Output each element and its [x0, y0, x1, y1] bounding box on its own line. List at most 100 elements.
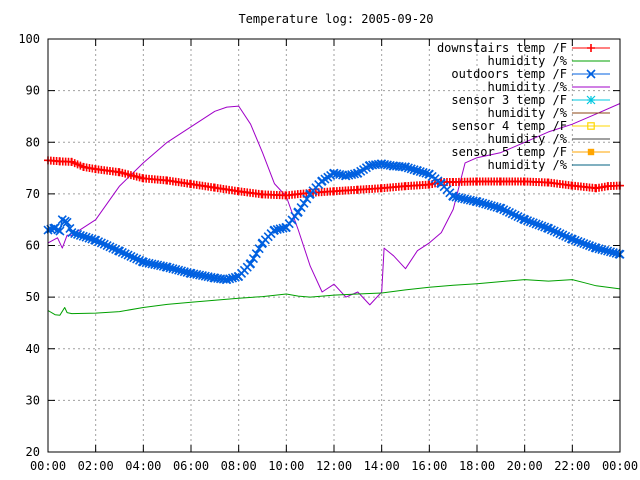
series-point: [99, 239, 109, 249]
series-point: [296, 203, 306, 213]
chart-title: Temperature log: 2005-09-20: [238, 12, 433, 26]
series-point: [108, 243, 118, 253]
x-tick-label: 00:00: [602, 459, 638, 473]
series-point: [522, 216, 533, 226]
series-point: [72, 229, 83, 240]
series-point: [132, 254, 142, 264]
legend-label: downstairs temp /F: [437, 41, 567, 55]
series-point: [293, 207, 303, 217]
series-point: [561, 231, 571, 241]
x-tick-label: 22:00: [554, 459, 590, 473]
series-point: [96, 238, 106, 248]
series-point: [55, 226, 65, 236]
series-point: [126, 251, 136, 261]
series-point: [114, 246, 125, 256]
legend-label: humidity /%: [488, 132, 568, 146]
series-point: [93, 237, 104, 247]
legend-label: humidity /%: [488, 106, 568, 120]
legend-marker: [586, 69, 596, 79]
y-tick-label: 80: [26, 135, 40, 149]
series-point: [248, 254, 259, 264]
y-tick-label: 20: [26, 445, 40, 459]
y-tick-label: 100: [18, 32, 40, 46]
series-point: [486, 201, 496, 211]
series-point: [278, 223, 288, 233]
series-point: [576, 237, 586, 248]
series-point: [489, 201, 499, 212]
series-point: [537, 221, 547, 231]
series-point: [573, 236, 583, 246]
series-point: [528, 218, 538, 228]
series-point: [81, 232, 91, 242]
series-point: [349, 169, 360, 179]
x-tick-label: 16:00: [411, 459, 447, 473]
legend-label: humidity /%: [488, 80, 568, 94]
series-point: [552, 227, 562, 237]
series-point: [415, 166, 425, 177]
series-point: [406, 164, 416, 174]
axes: 20 30 40 50 60 70 80 90 100 00:00 02:00 04:00 06:00 0…: [18, 32, 638, 473]
series-point: [570, 235, 580, 245]
series-point: [62, 217, 72, 227]
x-tick-label: 12:00: [316, 459, 352, 473]
legend-label: outdoors temp /F: [451, 67, 567, 81]
series-point: [579, 238, 589, 249]
series-point: [78, 231, 88, 241]
y-tick-label: 70: [26, 187, 40, 201]
series-point: [117, 247, 127, 258]
series-point: [91, 235, 101, 245]
series-point: [403, 163, 413, 173]
x-tick-label: 02:00: [78, 459, 114, 473]
series-point: [400, 162, 411, 172]
series-point: [254, 244, 264, 254]
legend-label: humidity /%: [488, 158, 568, 172]
y-tick-label: 30: [26, 393, 40, 407]
series-3: [43, 159, 625, 285]
series-point: [472, 197, 482, 207]
series-point: [584, 241, 595, 251]
series-point: [75, 230, 85, 240]
series-point: [84, 233, 94, 243]
series-point: [102, 240, 112, 251]
series-point: [123, 250, 133, 260]
y-tick-label: 50: [26, 290, 40, 304]
series-point: [105, 242, 115, 252]
y-tick-label: 40: [26, 342, 40, 356]
legend-marker: [587, 44, 595, 52]
series-2: [47, 279, 621, 316]
legend-marker: [586, 95, 596, 105]
series-point: [302, 194, 312, 204]
series-point: [483, 200, 494, 210]
y-tick-label: 60: [26, 239, 40, 253]
series-point: [412, 166, 422, 176]
series-point: [67, 228, 77, 238]
series-point: [543, 223, 554, 234]
series-point: [120, 249, 130, 259]
series-point: [525, 217, 535, 227]
series-point: [418, 167, 428, 177]
series-point: [481, 199, 491, 209]
series-point: [582, 240, 592, 250]
series-point: [299, 198, 309, 208]
legend-label: sensor 3 temp /F: [451, 93, 567, 107]
y-tick-label: 90: [26, 84, 40, 98]
x-tick-label: 14:00: [364, 459, 400, 473]
series-line: [47, 279, 621, 316]
series-point: [70, 228, 80, 239]
legend-label: sensor 5 temp /F: [451, 145, 567, 159]
x-tick-label: 10:00: [268, 459, 304, 473]
x-tick-label: 00:00: [30, 459, 66, 473]
x-tick-label: 06:00: [173, 459, 209, 473]
series-point: [558, 230, 568, 240]
series-point: [531, 219, 541, 229]
series-point: [478, 198, 488, 208]
series-point: [129, 253, 139, 263]
x-tick-label: 08:00: [221, 459, 257, 473]
series-point: [246, 259, 256, 269]
series-point: [520, 215, 530, 225]
x-tick-label: 18:00: [459, 459, 495, 473]
series-point: [555, 229, 565, 239]
series-point: [549, 226, 559, 236]
series-point: [546, 225, 556, 235]
